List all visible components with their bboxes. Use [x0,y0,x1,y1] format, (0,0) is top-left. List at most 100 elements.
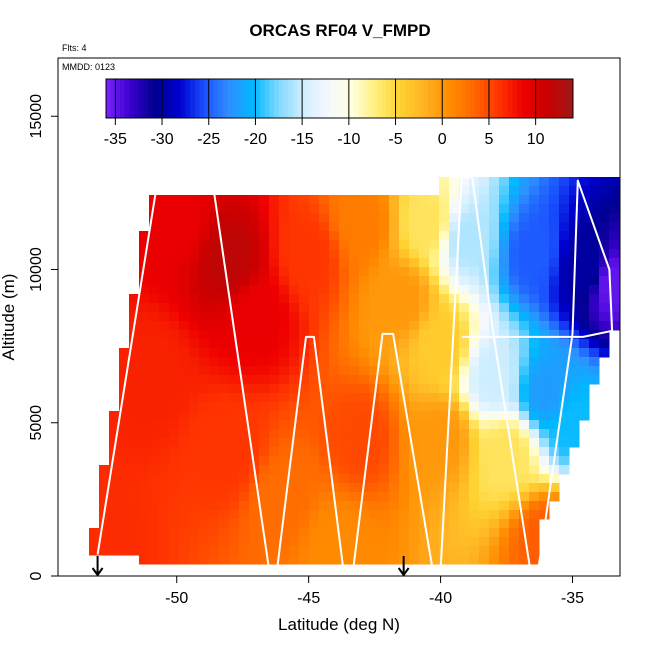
heatmap-cell [389,510,400,520]
heatmap-cell [259,438,270,448]
heatmap-cell [559,402,570,412]
heatmap-cell [489,276,500,286]
heatmap-cell [179,204,190,214]
heatmap-cell [239,348,250,358]
heatmap-cell [479,429,490,439]
heatmap-cell [149,528,160,538]
heatmap-cell [399,438,410,448]
heatmap-cell [449,546,460,556]
heatmap-cell [349,438,360,448]
heatmap-cell [539,312,550,322]
heatmap-cell [219,357,230,367]
heatmap-cell [239,438,250,448]
heatmap-cell [209,537,220,547]
heatmap-cell [209,429,220,439]
heatmap-cell [289,483,300,493]
heatmap-cell [269,519,280,529]
heatmap-cell [569,357,580,367]
heatmap-cell [439,438,450,448]
heatmap-cell [449,267,460,277]
heatmap-cell [219,222,230,232]
heatmap-cell [249,429,260,439]
heatmap-cell [189,258,200,268]
heatmap-cell [209,393,220,403]
heatmap-cell [529,555,540,565]
heatmap-cell [239,492,250,502]
heatmap-cell [169,438,180,448]
heatmap-cell [249,312,260,322]
heatmap-cell [289,231,300,241]
heatmap-cell [539,330,550,340]
heatmap-cell [299,555,310,565]
heatmap-cell [209,213,220,223]
heatmap-cell [409,501,420,511]
heatmap-cell [379,528,390,538]
heatmap-cell [569,366,580,376]
heatmap-cell [349,366,360,376]
heatmap-cell [349,546,360,556]
heatmap-cell [479,519,490,529]
heatmap-cell [309,258,320,268]
heatmap-cell [229,447,240,457]
heatmap-cell [159,276,170,286]
heatmap-cell [149,375,160,385]
heatmap-cell [339,240,350,250]
heatmap-cell [549,465,560,475]
heatmap-cell [299,276,310,286]
heatmap-cell [249,249,260,259]
colorbar-segment [325,79,331,118]
heatmap-cell [419,312,430,322]
heatmap-cell [409,330,420,340]
heatmap-cell [259,348,270,358]
heatmap-cell [329,231,340,241]
heatmap-cell [469,456,480,466]
heatmap-cell [559,330,570,340]
heatmap-cell [519,429,530,439]
heatmap-cell [209,483,220,493]
heatmap-cell [209,447,220,457]
heatmap-cell [389,240,400,250]
heatmap-cell [239,222,250,232]
heatmap-cell [239,384,250,394]
heatmap-cell [129,348,140,358]
heatmap-cell [219,375,230,385]
heatmap-cell [589,366,600,376]
heatmap-cell [139,411,150,421]
colorbar-segment [465,79,471,118]
heatmap-cell [599,258,610,268]
heatmap-cell [179,555,190,565]
heatmap-cell [329,321,340,331]
heatmap-cell [419,330,430,340]
heatmap-cell [339,510,350,520]
heatmap-cell [319,303,330,313]
heatmap-cell [109,519,120,529]
heatmap-cell [249,267,260,277]
heatmap-cell [419,357,430,367]
heatmap-cell [229,510,240,520]
heatmap-cell [269,312,280,322]
heatmap-cell [309,402,320,412]
heatmap-cell [589,231,600,241]
heatmap-cell [489,321,500,331]
colorbar-segment [526,79,532,118]
heatmap-cell [479,240,490,250]
heatmap-cell [459,186,470,196]
heatmap-cell [109,528,120,538]
heatmap-cell [389,285,400,295]
heatmap-cell [169,267,180,277]
heatmap-cell [339,312,350,322]
heatmap-cell [109,420,120,430]
heatmap-cell [549,177,560,187]
heatmap-cell [349,294,360,304]
heatmap-cell [439,213,450,223]
heatmap-cell [209,357,220,367]
heatmap-cell [399,384,410,394]
heatmap-cell [309,195,320,205]
heatmap-cell [339,411,350,421]
heatmap-cell [459,249,470,259]
heatmap-cell [119,393,130,403]
heatmap-cell [359,519,370,529]
heatmap-cell [359,330,370,340]
heatmap-cell [269,267,280,277]
heatmap-cell [509,555,520,565]
